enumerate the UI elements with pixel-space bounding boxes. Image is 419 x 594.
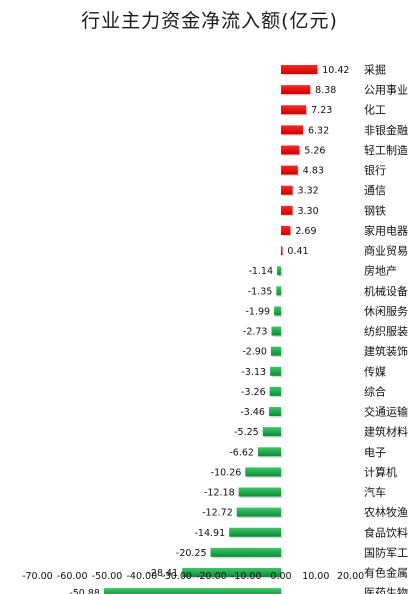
bar-银行 bbox=[281, 165, 298, 175]
value-label: 2.69 bbox=[295, 226, 316, 237]
category-label: 公用事业 bbox=[364, 84, 408, 97]
x-axis: -70.00 -60.00 -50.00 -40.00 -30.00 -20.00 -10.… bbox=[22, 571, 364, 582]
x-tick-label: -20.00 bbox=[196, 571, 227, 582]
category-label: 房地产 bbox=[364, 264, 397, 278]
category-label: 非银金融 bbox=[364, 123, 408, 137]
value-label: 7.23 bbox=[311, 105, 332, 116]
category-label: 轻工制造 bbox=[364, 143, 408, 157]
category-label: 纺织服装 bbox=[364, 324, 408, 338]
category-label: 传媒 bbox=[364, 365, 386, 378]
category-label: 计算机 bbox=[364, 465, 397, 479]
x-tick-label: -30.00 bbox=[161, 571, 192, 582]
category-label: 银行 bbox=[364, 163, 386, 177]
bar-房地产 bbox=[277, 266, 281, 276]
bar-食品饮料 bbox=[229, 527, 281, 537]
category-label: 钢铁 bbox=[364, 204, 386, 217]
bar-综合 bbox=[269, 386, 281, 396]
category-label: 医药生物 bbox=[364, 586, 408, 594]
value-label: 10.42 bbox=[322, 65, 349, 76]
bar-汽车 bbox=[238, 487, 281, 497]
x-tick-label: 20.00 bbox=[337, 571, 364, 582]
category-label: 农林牧渔 bbox=[364, 505, 408, 519]
value-label: -28.41 bbox=[148, 568, 179, 579]
category-label: 建筑材料 bbox=[364, 425, 408, 439]
category-label: 交通运输 bbox=[364, 405, 408, 419]
bar-公用事业 bbox=[281, 85, 311, 95]
category-labels-layer: 采掘公用事业化工非银金融轻工制造银行通信钢铁家用电器商业贸易房地产机械设备休闲服… bbox=[364, 63, 408, 594]
bar-计算机 bbox=[245, 467, 281, 477]
category-label: 综合 bbox=[364, 384, 386, 398]
category-label: 电子 bbox=[364, 446, 386, 459]
bar-建筑装饰 bbox=[270, 346, 281, 356]
value-label: 3.30 bbox=[297, 206, 318, 217]
bar-轻工制造 bbox=[281, 145, 300, 155]
category-label: 有色金属 bbox=[364, 566, 408, 580]
bar-休闲服务 bbox=[274, 306, 281, 316]
x-tick-label: -70.00 bbox=[22, 571, 53, 582]
bar-通信 bbox=[281, 185, 293, 195]
value-label: -14.91 bbox=[194, 528, 225, 539]
value-label: -1.35 bbox=[248, 286, 273, 297]
bar-国防军工 bbox=[210, 547, 281, 557]
value-label: 4.83 bbox=[303, 166, 324, 177]
bar-非银金融 bbox=[281, 125, 303, 135]
category-label: 休闲服务 bbox=[364, 304, 408, 318]
value-label: -10.26 bbox=[211, 467, 242, 478]
bar-传媒 bbox=[270, 366, 281, 376]
category-label: 食品饮料 bbox=[364, 525, 408, 539]
x-tick-label: -50.00 bbox=[92, 571, 123, 582]
bar-纺织服装 bbox=[271, 326, 281, 336]
value-label: -12.18 bbox=[204, 488, 235, 499]
value-label: 6.32 bbox=[308, 125, 329, 136]
value-label: -2.90 bbox=[242, 347, 267, 358]
bar-采掘 bbox=[281, 65, 318, 74]
bar-机械设备 bbox=[276, 286, 281, 296]
value-label: -3.46 bbox=[240, 407, 265, 418]
value-label: 0.41 bbox=[287, 246, 308, 257]
x-tick-label: -40.00 bbox=[126, 571, 157, 582]
category-label: 建筑装饰 bbox=[364, 344, 408, 358]
value-label: 3.32 bbox=[298, 186, 319, 197]
value-label: -1.99 bbox=[245, 306, 270, 317]
bar-医药生物 bbox=[103, 588, 282, 594]
category-label: 化工 bbox=[364, 103, 386, 117]
value-label: -2.73 bbox=[243, 327, 268, 338]
category-label: 商业贸易 bbox=[364, 244, 408, 258]
category-label: 采掘 bbox=[364, 63, 386, 77]
bar-家用电器 bbox=[281, 225, 291, 235]
x-tick-label: 0.00 bbox=[270, 571, 291, 582]
value-label: -6.62 bbox=[229, 447, 254, 458]
bar-钢铁 bbox=[281, 205, 293, 215]
x-tick-label: -10.00 bbox=[231, 571, 262, 582]
value-label: -3.13 bbox=[242, 367, 267, 378]
chart-title: 行业主力资金净流入额(亿元) bbox=[81, 10, 338, 32]
bar-电子 bbox=[257, 447, 281, 457]
bar-交通运输 bbox=[268, 407, 281, 417]
bars-layer bbox=[103, 65, 319, 594]
value-label: 5.26 bbox=[304, 145, 325, 156]
bar-化工 bbox=[281, 105, 307, 115]
value-label: 8.38 bbox=[315, 85, 336, 96]
value-label: -3.26 bbox=[241, 387, 266, 398]
bar-shadow bbox=[282, 247, 284, 257]
value-label: -50.88 bbox=[69, 588, 100, 594]
bar-有色金属 bbox=[182, 568, 281, 577]
category-label: 汽车 bbox=[364, 485, 386, 499]
value-label: -20.25 bbox=[176, 548, 207, 559]
x-tick-label: -60.00 bbox=[57, 571, 88, 582]
bar-建筑材料 bbox=[262, 427, 281, 437]
category-label: 家用电器 bbox=[364, 223, 408, 237]
category-label: 国防军工 bbox=[364, 545, 408, 559]
value-label: -5.25 bbox=[234, 427, 259, 438]
bar-农林牧渔 bbox=[236, 507, 281, 517]
category-label: 通信 bbox=[364, 184, 386, 197]
value-labels-layer: 10.42 8.38 7.23 6.32 5.26 4.83 3.32 3.30 2.69 0.4… bbox=[69, 65, 349, 594]
value-label: -1.14 bbox=[248, 266, 273, 277]
category-label: 机械设备 bbox=[364, 284, 408, 298]
x-tick-label: 10.00 bbox=[302, 571, 329, 582]
bar-商业贸易 bbox=[281, 246, 283, 256]
value-label: -12.72 bbox=[202, 508, 233, 519]
